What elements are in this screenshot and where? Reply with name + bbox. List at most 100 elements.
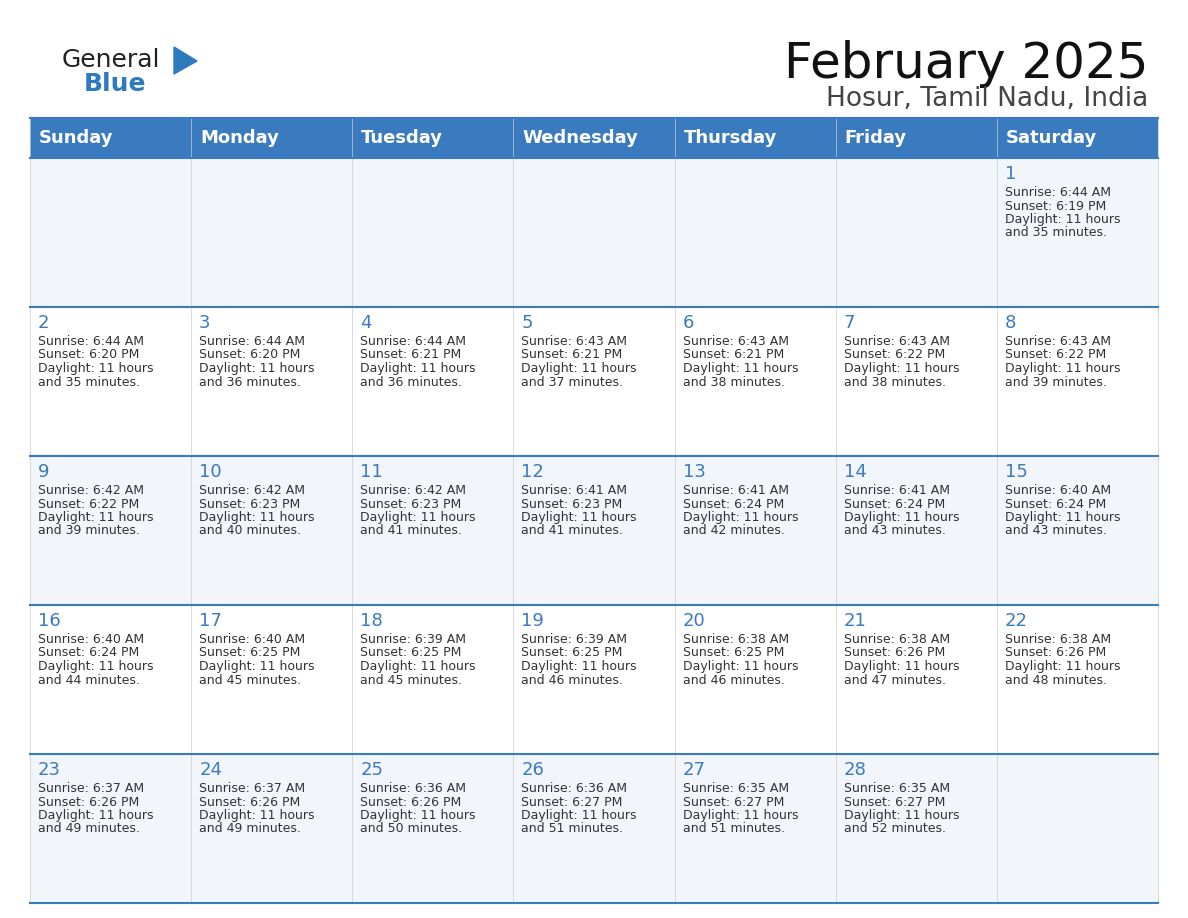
Text: Sunset: 6:22 PM: Sunset: 6:22 PM	[843, 349, 944, 362]
Text: Sunset: 6:25 PM: Sunset: 6:25 PM	[683, 646, 784, 659]
Text: 21: 21	[843, 612, 866, 630]
Text: Sunset: 6:25 PM: Sunset: 6:25 PM	[200, 646, 301, 659]
Text: Sunset: 6:26 PM: Sunset: 6:26 PM	[843, 646, 944, 659]
Text: and 41 minutes.: and 41 minutes.	[360, 524, 462, 538]
Text: Sunrise: 6:35 AM: Sunrise: 6:35 AM	[683, 782, 789, 795]
Text: 11: 11	[360, 463, 383, 481]
Text: and 41 minutes.: and 41 minutes.	[522, 524, 624, 538]
Text: Sunset: 6:21 PM: Sunset: 6:21 PM	[683, 349, 784, 362]
Text: Sunset: 6:26 PM: Sunset: 6:26 PM	[360, 796, 461, 809]
Text: and 36 minutes.: and 36 minutes.	[360, 375, 462, 388]
Text: and 39 minutes.: and 39 minutes.	[1005, 375, 1107, 388]
Text: Sunset: 6:27 PM: Sunset: 6:27 PM	[522, 796, 623, 809]
Bar	[30, 456, 1158, 605]
Text: Sunrise: 6:41 AM: Sunrise: 6:41 AM	[843, 484, 949, 497]
Text: and 50 minutes.: and 50 minutes.	[360, 823, 462, 835]
Text: Sunrise: 6:41 AM: Sunrise: 6:41 AM	[522, 484, 627, 497]
Text: Sunrise: 6:44 AM: Sunrise: 6:44 AM	[38, 335, 144, 348]
Text: and 51 minutes.: and 51 minutes.	[522, 823, 624, 835]
Text: and 46 minutes.: and 46 minutes.	[522, 674, 624, 687]
Text: 10: 10	[200, 463, 222, 481]
Bar	[30, 307, 1158, 456]
Text: Sunrise: 6:38 AM: Sunrise: 6:38 AM	[843, 633, 950, 646]
Text: Daylight: 11 hours: Daylight: 11 hours	[360, 362, 475, 375]
Text: Daylight: 11 hours: Daylight: 11 hours	[360, 809, 475, 822]
Text: and 40 minutes.: and 40 minutes.	[200, 524, 301, 538]
Text: and 35 minutes.: and 35 minutes.	[1005, 227, 1107, 240]
Text: Thursday: Thursday	[683, 129, 777, 147]
Text: Sunset: 6:24 PM: Sunset: 6:24 PM	[683, 498, 784, 510]
Text: Daylight: 11 hours: Daylight: 11 hours	[360, 660, 475, 673]
Text: Daylight: 11 hours: Daylight: 11 hours	[200, 660, 315, 673]
Text: Daylight: 11 hours: Daylight: 11 hours	[38, 511, 153, 524]
Text: and 45 minutes.: and 45 minutes.	[360, 674, 462, 687]
Text: Daylight: 11 hours: Daylight: 11 hours	[200, 362, 315, 375]
Text: Sunset: 6:22 PM: Sunset: 6:22 PM	[38, 498, 139, 510]
Text: 23: 23	[38, 761, 61, 779]
Bar	[30, 754, 1158, 903]
Text: and 52 minutes.: and 52 minutes.	[843, 823, 946, 835]
Text: Sunset: 6:24 PM: Sunset: 6:24 PM	[38, 646, 139, 659]
Text: Daylight: 11 hours: Daylight: 11 hours	[683, 809, 798, 822]
Text: Friday: Friday	[845, 129, 906, 147]
Text: 25: 25	[360, 761, 384, 779]
Text: Sunset: 6:26 PM: Sunset: 6:26 PM	[200, 796, 301, 809]
Text: Sunrise: 6:39 AM: Sunrise: 6:39 AM	[360, 633, 466, 646]
Text: and 47 minutes.: and 47 minutes.	[843, 674, 946, 687]
Text: Sunset: 6:23 PM: Sunset: 6:23 PM	[200, 498, 301, 510]
Text: 1: 1	[1005, 165, 1016, 183]
Text: General: General	[62, 48, 160, 72]
Text: 2: 2	[38, 314, 50, 332]
Text: Saturday: Saturday	[1006, 129, 1097, 147]
Text: Wednesday: Wednesday	[523, 129, 638, 147]
Text: Daylight: 11 hours: Daylight: 11 hours	[200, 511, 315, 524]
Text: Sunset: 6:23 PM: Sunset: 6:23 PM	[360, 498, 461, 510]
Text: and 38 minutes.: and 38 minutes.	[843, 375, 946, 388]
Text: Sunset: 6:25 PM: Sunset: 6:25 PM	[360, 646, 462, 659]
Text: Sunset: 6:27 PM: Sunset: 6:27 PM	[683, 796, 784, 809]
Text: and 48 minutes.: and 48 minutes.	[1005, 674, 1107, 687]
Text: and 35 minutes.: and 35 minutes.	[38, 375, 140, 388]
Text: Sunrise: 6:42 AM: Sunrise: 6:42 AM	[360, 484, 466, 497]
Text: Daylight: 11 hours: Daylight: 11 hours	[843, 511, 959, 524]
Text: and 49 minutes.: and 49 minutes.	[200, 823, 301, 835]
Text: 17: 17	[200, 612, 222, 630]
Text: Sunset: 6:23 PM: Sunset: 6:23 PM	[522, 498, 623, 510]
Text: Daylight: 11 hours: Daylight: 11 hours	[522, 809, 637, 822]
Text: Sunset: 6:20 PM: Sunset: 6:20 PM	[38, 349, 139, 362]
Text: and 45 minutes.: and 45 minutes.	[200, 674, 301, 687]
Text: Sunrise: 6:40 AM: Sunrise: 6:40 AM	[1005, 484, 1111, 497]
Text: Daylight: 11 hours: Daylight: 11 hours	[1005, 362, 1120, 375]
Text: Sunset: 6:26 PM: Sunset: 6:26 PM	[1005, 646, 1106, 659]
Text: Sunrise: 6:42 AM: Sunrise: 6:42 AM	[200, 484, 305, 497]
Text: 6: 6	[683, 314, 694, 332]
Text: Sunrise: 6:38 AM: Sunrise: 6:38 AM	[1005, 633, 1111, 646]
Text: Sunrise: 6:35 AM: Sunrise: 6:35 AM	[843, 782, 950, 795]
Text: Sunrise: 6:43 AM: Sunrise: 6:43 AM	[1005, 335, 1111, 348]
Text: Sunrise: 6:37 AM: Sunrise: 6:37 AM	[38, 782, 144, 795]
Text: Sunrise: 6:43 AM: Sunrise: 6:43 AM	[683, 335, 789, 348]
Text: Sunrise: 6:36 AM: Sunrise: 6:36 AM	[360, 782, 466, 795]
Text: Sunrise: 6:38 AM: Sunrise: 6:38 AM	[683, 633, 789, 646]
Text: Daylight: 11 hours: Daylight: 11 hours	[38, 362, 153, 375]
Text: 4: 4	[360, 314, 372, 332]
Text: and 39 minutes.: and 39 minutes.	[38, 524, 140, 538]
Text: Daylight: 11 hours: Daylight: 11 hours	[522, 660, 637, 673]
Text: Daylight: 11 hours: Daylight: 11 hours	[1005, 511, 1120, 524]
Text: 14: 14	[843, 463, 866, 481]
Text: Daylight: 11 hours: Daylight: 11 hours	[360, 511, 475, 524]
Text: Daylight: 11 hours: Daylight: 11 hours	[522, 511, 637, 524]
Text: Sunrise: 6:43 AM: Sunrise: 6:43 AM	[843, 335, 949, 348]
Text: Sunrise: 6:39 AM: Sunrise: 6:39 AM	[522, 633, 627, 646]
Bar	[30, 158, 1158, 307]
Text: Sunset: 6:27 PM: Sunset: 6:27 PM	[843, 796, 946, 809]
Text: Daylight: 11 hours: Daylight: 11 hours	[683, 362, 798, 375]
Bar	[30, 605, 1158, 754]
Text: Daylight: 11 hours: Daylight: 11 hours	[38, 809, 153, 822]
Text: and 46 minutes.: and 46 minutes.	[683, 674, 784, 687]
Text: Sunset: 6:24 PM: Sunset: 6:24 PM	[1005, 498, 1106, 510]
Text: and 49 minutes.: and 49 minutes.	[38, 823, 140, 835]
Text: Sunrise: 6:41 AM: Sunrise: 6:41 AM	[683, 484, 789, 497]
Text: and 36 minutes.: and 36 minutes.	[200, 375, 301, 388]
Text: Sunset: 6:25 PM: Sunset: 6:25 PM	[522, 646, 623, 659]
